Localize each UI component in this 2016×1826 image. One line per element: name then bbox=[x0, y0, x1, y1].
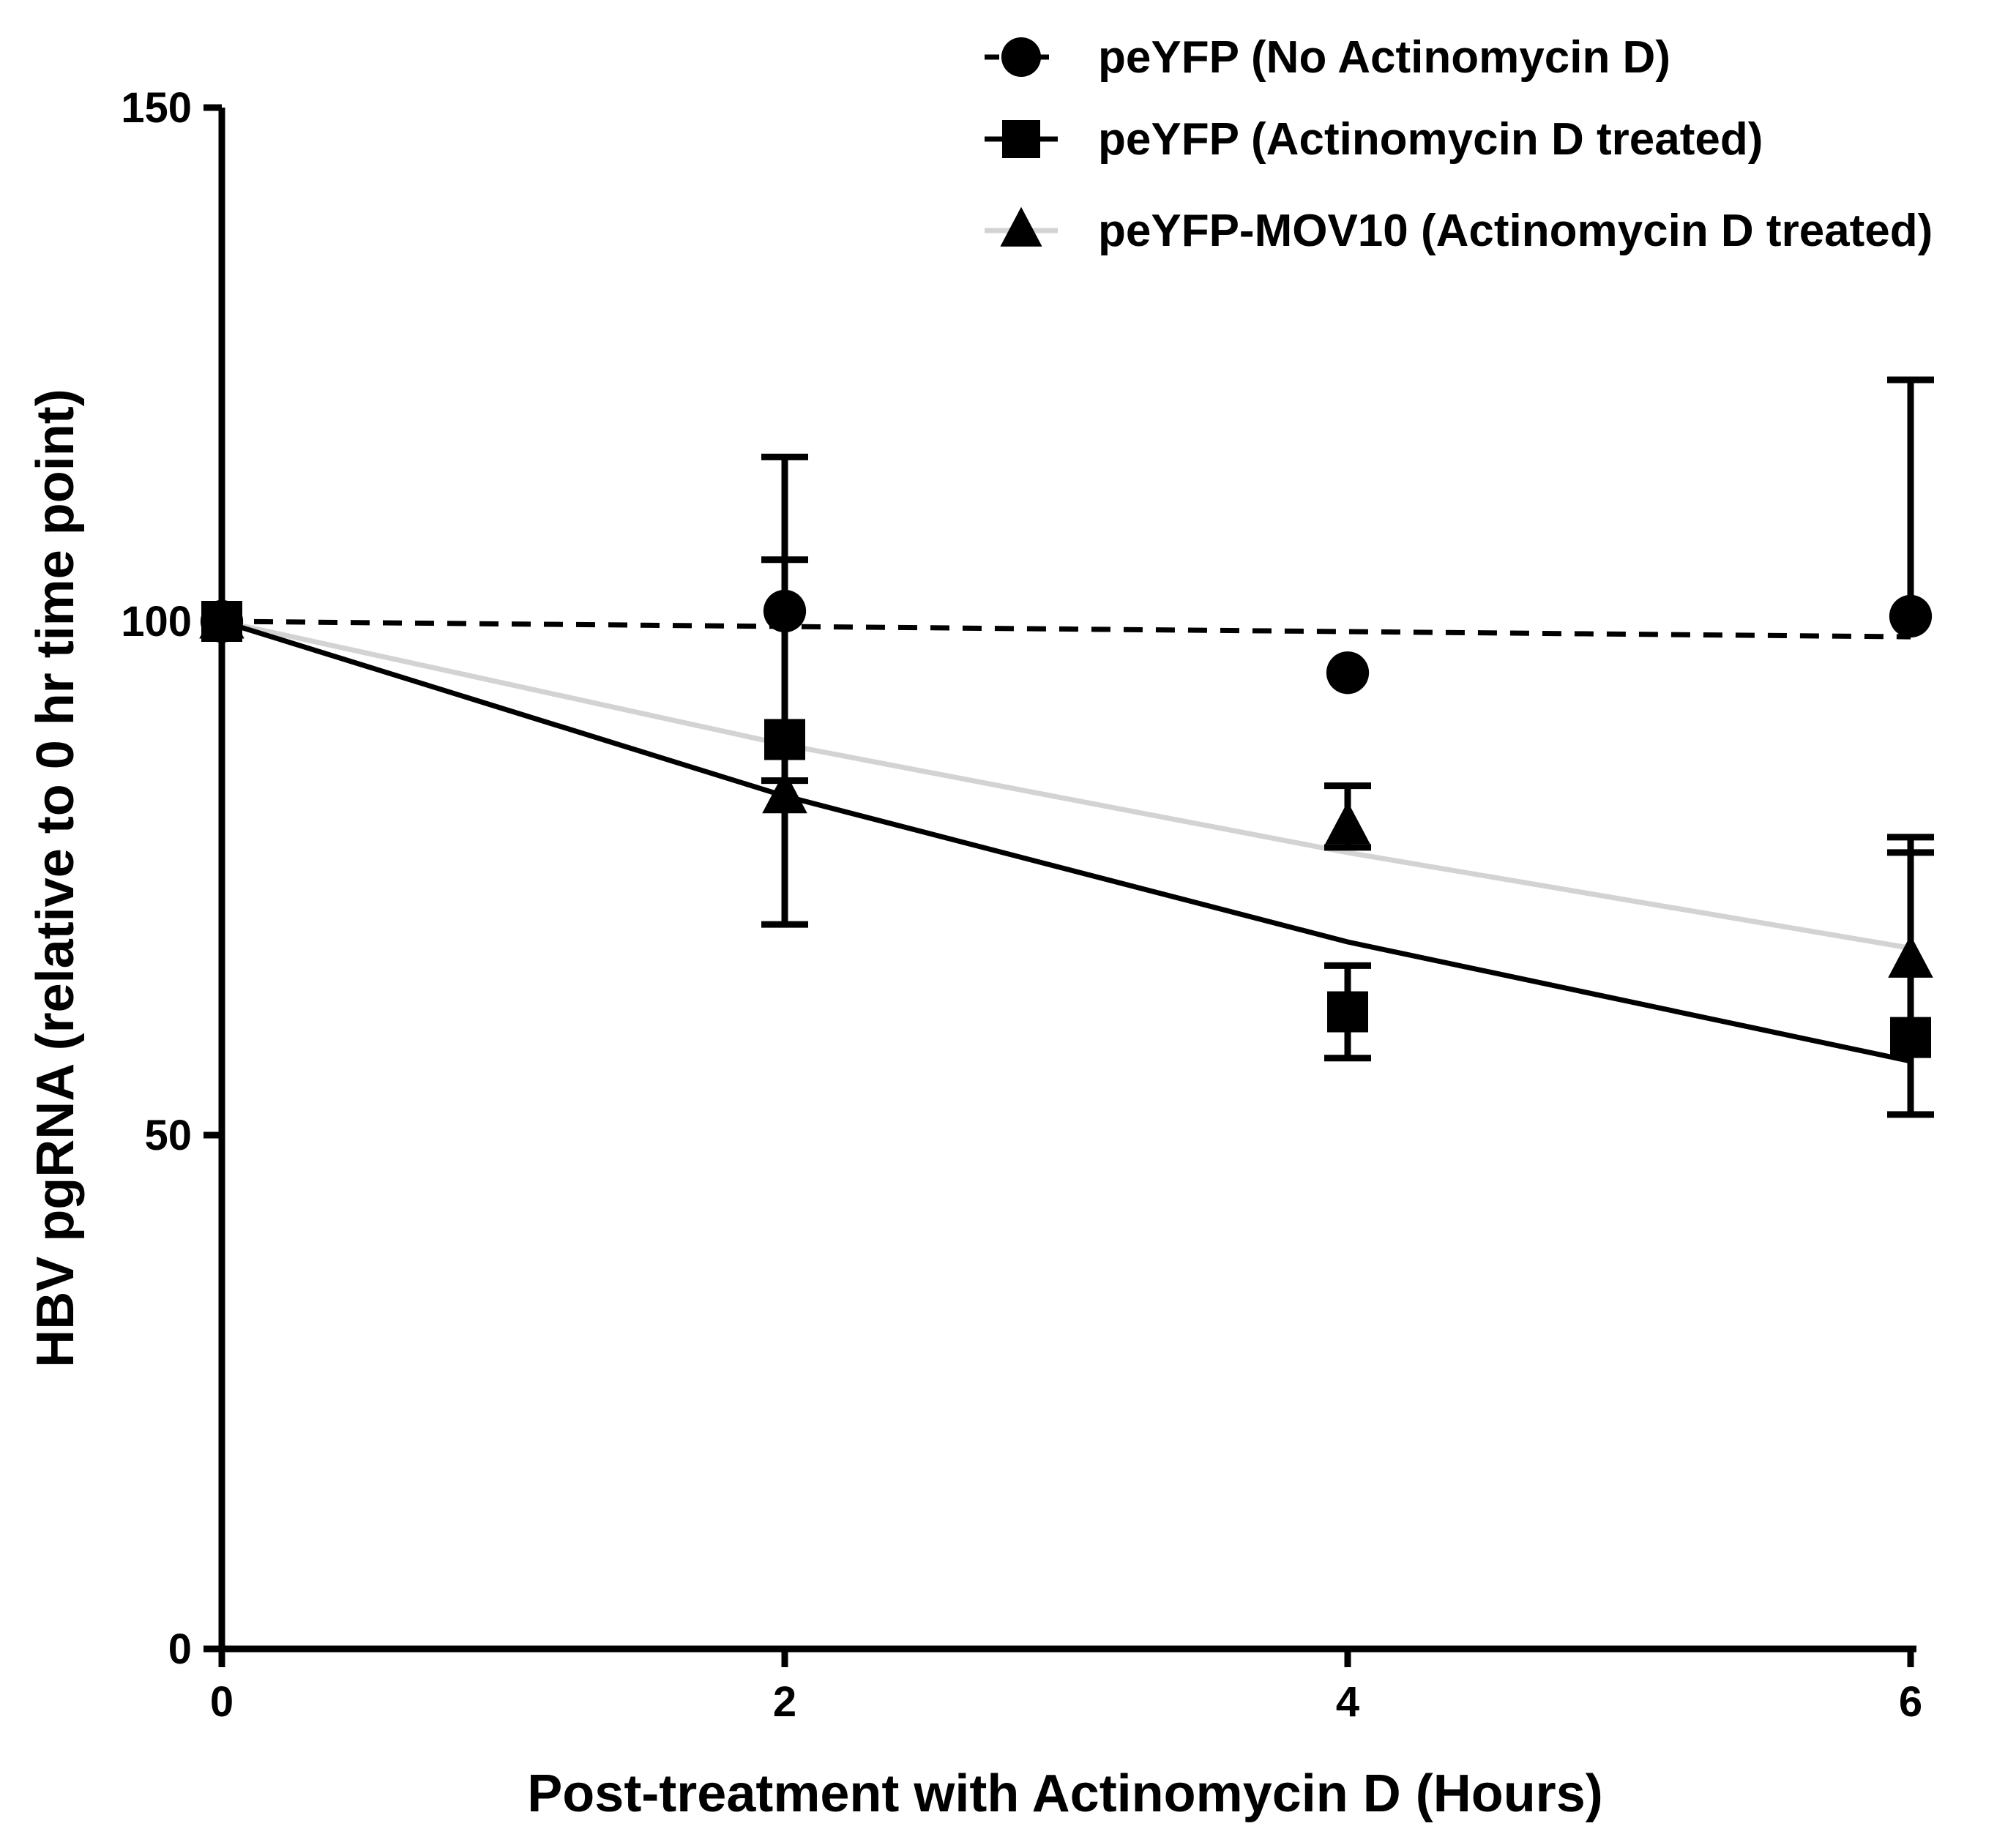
y-tick-label: 150 bbox=[121, 84, 192, 132]
y-ticks: 0 50 100 150 bbox=[121, 84, 222, 1673]
data-point-triangle bbox=[1888, 935, 1933, 978]
legend-marker-triangle bbox=[1000, 206, 1042, 247]
fit-lines bbox=[220, 618, 1911, 1064]
legend-marker-circle bbox=[1001, 37, 1042, 78]
markers bbox=[199, 589, 1933, 1058]
y-tick-label: 0 bbox=[168, 1625, 192, 1673]
data-point-square bbox=[1327, 991, 1368, 1033]
legend-label-1: peYFP (No Actinomycin D) bbox=[1098, 32, 1670, 83]
x-tick-label: 2 bbox=[773, 1678, 796, 1726]
x-tick-label: 0 bbox=[210, 1678, 234, 1726]
y-tick-label: 50 bbox=[144, 1112, 192, 1159]
x-tick-label: 6 bbox=[1899, 1678, 1922, 1726]
y-tick-label: 100 bbox=[121, 598, 192, 646]
x-ticks: 0 2 4 6 bbox=[210, 1649, 1922, 1726]
legend: peYFP (No Actinomycin D) peYFP (Actinomyc… bbox=[985, 32, 1933, 256]
fit-line-series-2 bbox=[220, 618, 1911, 1064]
legend-label-2: peYFP (Actinomycin D treated) bbox=[1098, 114, 1763, 165]
data-point-triangle bbox=[762, 770, 807, 814]
x-tick-label: 4 bbox=[1336, 1678, 1359, 1726]
legend-marker-square bbox=[1002, 120, 1040, 158]
fit-line-series-3 bbox=[221, 618, 1911, 951]
fit-line-series-1 bbox=[221, 618, 1911, 640]
x-axis-title: Post-treatment with Actinomycin D (Hours… bbox=[527, 1765, 1602, 1823]
y-axis-title: HBV pgRNA (relative to 0 hr time point) bbox=[26, 389, 85, 1367]
legend-label-3: peYFP-MOV10 (Actinomycin D treated) bbox=[1098, 206, 1933, 256]
data-point-square bbox=[764, 719, 805, 760]
data-point-triangle bbox=[1325, 801, 1370, 845]
data-point-circle bbox=[763, 589, 807, 633]
axes: 0 50 100 150 0 2 4 6 bbox=[121, 84, 1922, 1726]
data-point-circle bbox=[1889, 594, 1933, 638]
data-point-circle bbox=[1326, 651, 1370, 695]
data-point-square bbox=[1890, 1017, 1931, 1058]
